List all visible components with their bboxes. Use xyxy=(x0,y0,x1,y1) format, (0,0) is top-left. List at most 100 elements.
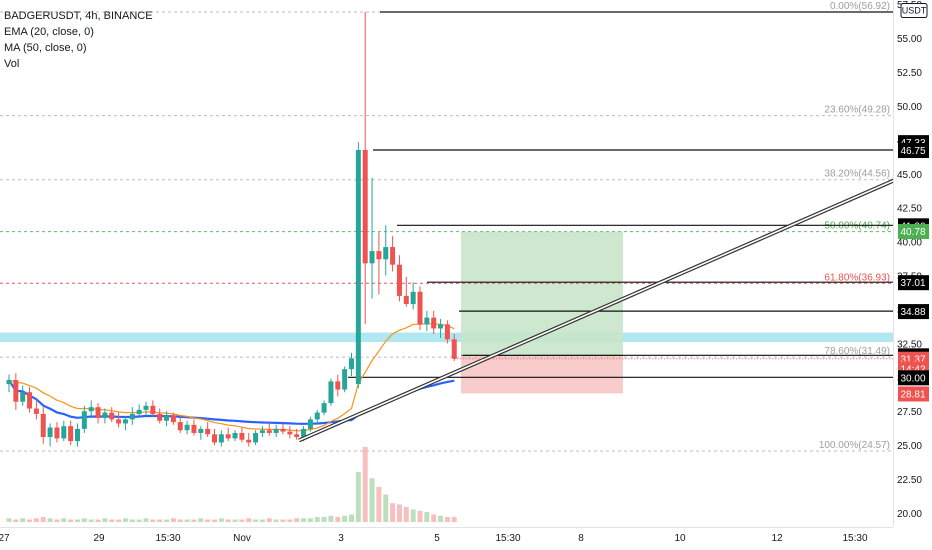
volume-bar xyxy=(355,472,361,522)
candle xyxy=(266,423,272,436)
fib-label-0: 0.00%(56.92) xyxy=(830,1,890,12)
volume-bar xyxy=(294,518,300,522)
candle-body xyxy=(287,431,293,435)
candle-body xyxy=(232,432,238,439)
volume-bar xyxy=(253,519,259,522)
volume-bar xyxy=(136,519,142,522)
chart-legend: BADGERUSDT, 4h, BINANCE EMA (20, close, … xyxy=(4,8,153,72)
price-label-text: 30.00 xyxy=(900,373,925,384)
fib-label-2: 38.20%(44.56) xyxy=(824,169,890,180)
candle-body xyxy=(68,426,74,442)
candle xyxy=(321,400,327,416)
candle-body xyxy=(369,251,375,264)
candle-body xyxy=(321,403,327,413)
volume-bar xyxy=(212,519,217,522)
volume-bar xyxy=(321,517,327,522)
volume-bar xyxy=(184,519,190,522)
volume-bar xyxy=(390,503,396,522)
y-tick-label: 45.00 xyxy=(897,170,922,181)
currency-text: USDT xyxy=(902,6,927,16)
legend-ma[interactable]: MA (50, close, 0) xyxy=(4,42,87,54)
candle-body xyxy=(431,317,437,329)
price-label-text: 34.88 xyxy=(900,307,925,318)
candle-body xyxy=(184,424,190,431)
candle xyxy=(47,423,53,447)
volume-bar xyxy=(301,518,307,522)
volume-bar xyxy=(47,518,53,522)
candle-body xyxy=(307,419,313,429)
price-label-text: 46.75 xyxy=(900,146,925,157)
candle-body xyxy=(390,247,396,265)
volume-bar xyxy=(81,518,87,522)
candle-body xyxy=(212,434,217,443)
fib-label-6: 100.00%(24.57) xyxy=(819,440,890,451)
candle xyxy=(81,405,87,433)
legend-ema[interactable]: EMA (20, close, 0) xyxy=(4,26,94,38)
volume-bar xyxy=(273,519,279,522)
candle xyxy=(280,423,286,435)
volume-bar xyxy=(205,519,211,522)
candle-body xyxy=(170,415,176,423)
candle xyxy=(349,352,354,376)
price-label-bg xyxy=(898,143,929,159)
y-tick-label: 20.00 xyxy=(897,509,922,520)
volume-bar xyxy=(403,507,409,522)
candle xyxy=(383,225,389,276)
volume-bar xyxy=(424,512,430,522)
fib-label-3: 50.00%(40.74) xyxy=(824,221,890,232)
candle-body xyxy=(75,428,80,442)
candle xyxy=(246,432,252,447)
price-label-bg xyxy=(898,224,929,240)
candle xyxy=(342,366,348,393)
candle-body xyxy=(396,264,402,296)
volume-bar xyxy=(33,518,39,522)
candle-body xyxy=(109,412,115,420)
candle-body xyxy=(150,405,156,414)
volume-bar xyxy=(451,517,457,522)
y-tick-label: 22.50 xyxy=(897,475,922,486)
position-loss-zone xyxy=(461,355,623,394)
volume-bar xyxy=(170,518,176,522)
candle-body xyxy=(403,295,409,305)
candle xyxy=(170,412,176,425)
volume-bar xyxy=(75,519,80,522)
candle xyxy=(218,430,224,447)
candle xyxy=(259,426,265,438)
candle xyxy=(13,373,19,410)
price-label-bg xyxy=(898,275,929,291)
candle-body xyxy=(13,380,19,402)
price-label-3000: 30.00 xyxy=(898,370,929,386)
price-label-text: 40.78 xyxy=(900,227,925,238)
legend-vol[interactable]: Vol xyxy=(4,58,20,70)
volume-bar xyxy=(410,509,416,522)
candle-body xyxy=(417,291,423,325)
currency-box xyxy=(900,3,928,19)
volume-bar xyxy=(157,519,163,522)
candle xyxy=(287,426,293,439)
volume-bar xyxy=(417,510,423,522)
legend-symbol[interactable]: BADGERUSDT, 4h, BINANCE xyxy=(4,10,153,22)
y-tick-label: 40.00 xyxy=(897,238,922,249)
candle-body xyxy=(81,411,87,429)
volume-bar xyxy=(150,519,156,522)
candle-body xyxy=(164,415,170,421)
volume-bar xyxy=(13,519,19,522)
price-label-bg xyxy=(898,370,929,386)
volume-bar xyxy=(122,518,128,522)
candle xyxy=(417,286,423,330)
y-tick-label: 42.50 xyxy=(897,204,922,215)
candle xyxy=(88,400,94,419)
candle-body xyxy=(61,426,67,439)
volume-bar xyxy=(266,518,272,522)
candle xyxy=(314,409,320,424)
y-tick-label: 52.50 xyxy=(897,68,922,79)
candle-body xyxy=(328,381,334,404)
candle xyxy=(150,400,156,417)
candle-body xyxy=(451,339,457,359)
candle-body xyxy=(301,428,307,438)
volume-bar xyxy=(218,518,224,522)
volume-bar xyxy=(362,447,368,522)
candle xyxy=(33,399,39,420)
ema-20-line xyxy=(8,323,455,432)
